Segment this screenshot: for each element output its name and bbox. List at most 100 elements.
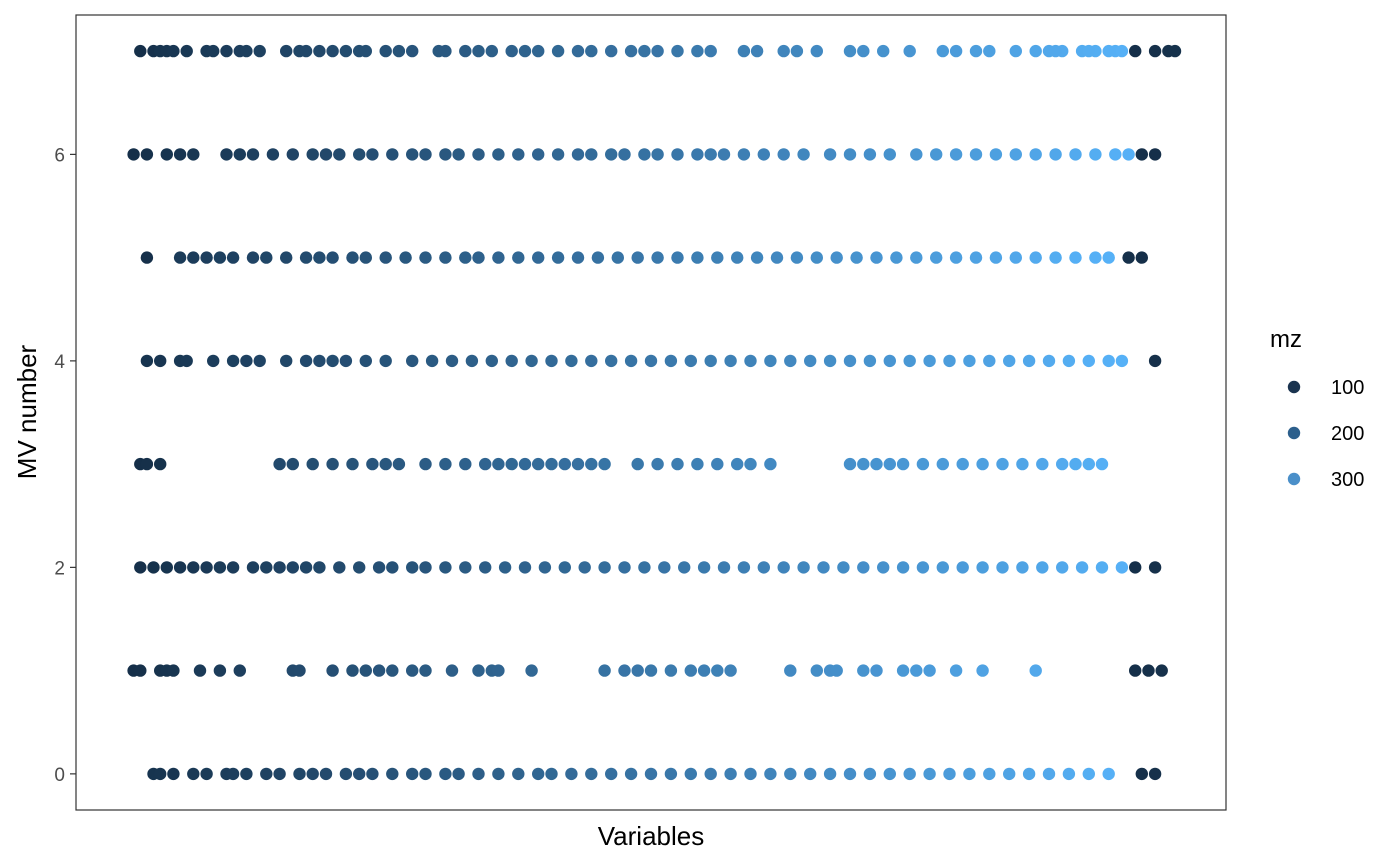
legend-label-200: 200	[1331, 423, 1364, 445]
data-point	[1135, 148, 1149, 161]
data-point	[757, 561, 770, 574]
data-point	[200, 767, 213, 781]
data-point	[180, 44, 193, 58]
data-point	[492, 664, 505, 677]
data-point	[333, 561, 346, 574]
data-point	[518, 561, 532, 574]
data-point	[644, 664, 658, 677]
data-point	[439, 457, 452, 471]
data-point	[949, 664, 963, 677]
data-point	[684, 354, 697, 368]
data-point	[472, 664, 485, 677]
data-point	[379, 457, 392, 471]
data-point	[1036, 457, 1049, 471]
data-point	[1135, 767, 1149, 781]
data-point	[366, 767, 379, 781]
data-point	[983, 767, 996, 781]
data-point	[850, 251, 863, 264]
data-point	[492, 457, 505, 471]
data-point	[419, 457, 432, 471]
data-point	[386, 664, 399, 677]
data-point	[372, 664, 386, 677]
data-point	[293, 664, 306, 677]
data-point	[784, 767, 797, 781]
data-point	[134, 561, 147, 574]
data-point	[810, 251, 823, 264]
data-point	[764, 767, 777, 781]
y-tick-label: 6	[54, 145, 65, 166]
data-point	[505, 354, 518, 368]
data-point	[326, 664, 339, 677]
data-point	[704, 148, 717, 161]
data-point	[804, 354, 817, 368]
data-point	[1122, 148, 1135, 161]
data-point	[777, 561, 790, 574]
data-point	[306, 457, 319, 471]
data-point	[313, 44, 326, 58]
data-point	[605, 354, 618, 368]
data-point	[969, 148, 983, 161]
data-point	[1069, 457, 1082, 471]
data-point	[452, 148, 465, 161]
data-point	[213, 664, 227, 677]
data-point	[273, 767, 286, 781]
data-point	[969, 251, 983, 264]
data-point	[658, 561, 671, 574]
data-point	[691, 251, 704, 264]
data-point	[160, 148, 173, 161]
plot-panel	[75, 14, 1227, 811]
data-point	[246, 148, 260, 161]
data-point	[147, 561, 160, 574]
data-point	[512, 251, 525, 264]
data-point	[949, 251, 963, 264]
data-point	[910, 148, 923, 161]
data-point	[731, 457, 744, 471]
data-point	[545, 457, 558, 471]
data-point	[465, 354, 479, 368]
data-point	[744, 767, 757, 781]
data-point	[671, 148, 684, 161]
data-point	[1069, 148, 1082, 161]
data-point	[207, 354, 220, 368]
data-point	[280, 251, 293, 264]
data-point	[1022, 767, 1036, 781]
data-point	[638, 148, 651, 161]
data-point	[134, 44, 147, 58]
data-point	[439, 44, 452, 58]
data-point	[678, 561, 691, 574]
data-point	[1148, 148, 1162, 161]
data-point	[1062, 767, 1076, 781]
data-point	[525, 664, 538, 677]
data-point	[638, 44, 651, 58]
data-point	[585, 148, 598, 161]
data-point	[1082, 457, 1096, 471]
data-point	[830, 251, 843, 264]
data-point	[996, 561, 1009, 574]
data-point	[154, 354, 167, 368]
data-point	[299, 251, 313, 264]
data-point	[399, 251, 412, 264]
data-point	[764, 354, 777, 368]
data-point	[207, 44, 220, 58]
data-point	[306, 148, 319, 161]
data-point	[1115, 44, 1129, 58]
data-point	[134, 664, 147, 677]
data-point	[565, 354, 578, 368]
y-axis-title: MV number	[12, 344, 42, 479]
data-point	[439, 251, 452, 264]
data-point	[246, 251, 260, 264]
data-point	[983, 354, 996, 368]
data-point	[379, 44, 392, 58]
data-point	[326, 251, 339, 264]
data-point	[624, 354, 638, 368]
data-point	[472, 767, 485, 781]
data-point	[1129, 664, 1142, 677]
data-point	[286, 148, 299, 161]
data-point	[154, 457, 167, 471]
data-point	[339, 767, 353, 781]
data-point	[896, 561, 910, 574]
data-point	[187, 251, 200, 264]
data-point	[167, 664, 180, 677]
data-point	[459, 561, 472, 574]
data-point	[1135, 251, 1149, 264]
